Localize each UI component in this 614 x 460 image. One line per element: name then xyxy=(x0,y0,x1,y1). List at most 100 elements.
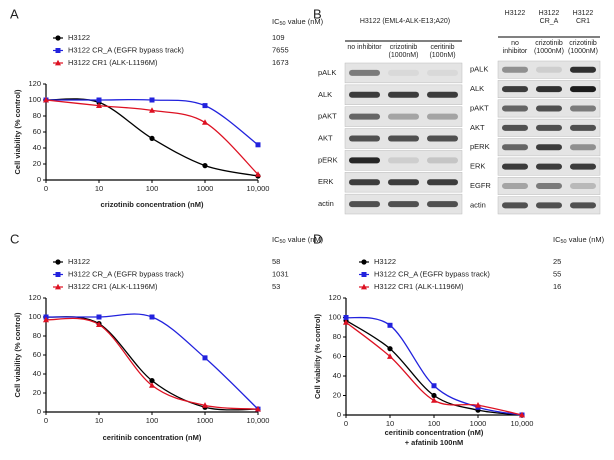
ic50-header-suffix: value (nM) xyxy=(567,235,605,244)
band xyxy=(388,157,419,164)
legend-label: H3122 CR1 (ALK-L1196M) xyxy=(374,282,464,291)
blot-title: H3122 (EML4-ALK-E13;A20) xyxy=(359,18,451,25)
row-label: AKT xyxy=(318,133,333,142)
ic50-header-sub: 50 xyxy=(280,239,286,245)
marker xyxy=(519,411,525,418)
marker xyxy=(361,272,367,277)
row-label: ALK xyxy=(318,90,332,99)
fit-curve xyxy=(46,313,259,410)
legend-label: H3122 CR_A (EGFR bypass track) xyxy=(68,45,184,54)
band xyxy=(388,91,419,98)
x-axis-label: crizotinib concentration (nM) xyxy=(101,200,204,209)
band xyxy=(427,201,458,208)
x-tick-label: 100 xyxy=(146,416,159,425)
marker xyxy=(202,355,208,361)
blot-strip xyxy=(344,62,463,84)
band xyxy=(536,124,562,131)
ic50-value: 1031 xyxy=(272,269,289,278)
marker xyxy=(55,259,61,265)
legend-label: H3122 CR_A (EGFR bypass track) xyxy=(374,269,490,278)
panel-label: C xyxy=(10,231,19,246)
lane-label: crizotinib (1000nM) xyxy=(388,44,419,59)
cell-line-label: H3122 CR1 xyxy=(572,10,594,25)
band xyxy=(427,91,458,98)
row-label: AKT xyxy=(470,123,485,132)
ic50-value: 53 xyxy=(272,282,280,291)
x-tick-label: 10 xyxy=(95,416,103,425)
y-tick-label: 100 xyxy=(28,312,41,321)
band xyxy=(502,86,528,93)
marker xyxy=(387,353,393,359)
row-label: pALK xyxy=(318,68,336,77)
x-tick-label: 0 xyxy=(44,416,48,425)
marker xyxy=(255,405,261,412)
y-tick-label: 120 xyxy=(28,293,41,302)
band xyxy=(349,179,380,186)
cell-line-label: H3122 CR_A xyxy=(538,10,560,25)
band xyxy=(536,144,562,151)
band xyxy=(536,202,562,209)
marker xyxy=(96,314,102,320)
marker xyxy=(202,163,208,169)
y-tick-label: 120 xyxy=(328,293,341,302)
marker xyxy=(431,392,437,399)
lane-label: no inhibitor xyxy=(502,40,528,55)
marker xyxy=(361,259,367,265)
row-label: ERK xyxy=(470,162,485,171)
band xyxy=(427,69,458,76)
band xyxy=(388,113,419,120)
band xyxy=(570,182,596,189)
y-tick-label: 80 xyxy=(333,332,341,341)
marker xyxy=(55,283,61,290)
ic50-value: 55 xyxy=(553,269,561,278)
band xyxy=(388,179,419,186)
x-axis-label: + afatinib 100nM xyxy=(405,438,464,447)
band xyxy=(570,163,596,170)
blot-strip xyxy=(344,106,463,127)
marker xyxy=(149,97,155,103)
lane-label: ceritinib (100nM) xyxy=(429,44,456,59)
ic50-header-sub: 50 xyxy=(561,239,567,245)
ic50-value: 7655 xyxy=(272,45,289,54)
y-axis-label: Cell viability (% control) xyxy=(13,312,22,398)
band xyxy=(570,86,596,93)
band xyxy=(349,201,380,208)
ic50-value: 1673 xyxy=(272,58,289,67)
ic50-header-prefix: IC xyxy=(272,235,280,244)
marker xyxy=(202,103,208,109)
marker xyxy=(149,107,155,113)
panel-label: A xyxy=(10,6,19,21)
y-axis-label: Cell viability (% control) xyxy=(13,89,22,175)
marker xyxy=(43,316,49,323)
marker xyxy=(149,378,155,384)
lane-label: crizotinib (1000nM) xyxy=(568,40,598,55)
y-tick-label: 20 xyxy=(33,388,41,397)
marker xyxy=(149,135,155,141)
ic50-value: 58 xyxy=(272,257,280,266)
ic50-header-suffix: value (nM) xyxy=(286,235,324,244)
row-label: ALK xyxy=(470,84,484,93)
band xyxy=(427,113,458,120)
marker xyxy=(96,321,102,327)
row-label: actin xyxy=(318,199,334,208)
ic50-header: IC50 value (nM) xyxy=(272,235,324,245)
legend-label: H3122 CR_A (EGFR bypass track) xyxy=(68,269,184,278)
ic50-header-prefix: IC xyxy=(553,235,561,244)
band xyxy=(502,124,528,131)
marker xyxy=(255,171,261,177)
marker xyxy=(361,283,367,290)
y-tick-label: 60 xyxy=(333,351,341,360)
band xyxy=(502,105,528,112)
band xyxy=(536,182,562,189)
marker xyxy=(55,35,61,41)
band xyxy=(502,66,528,73)
marker xyxy=(149,314,155,320)
row-label: EGFR xyxy=(470,181,491,190)
band xyxy=(502,144,528,151)
x-tick-label: 10 xyxy=(95,184,103,193)
row-label: pAKT xyxy=(470,103,489,112)
ic50-value: 16 xyxy=(553,282,561,291)
ic50-header-sub: 50 xyxy=(280,21,286,27)
panel-label: D xyxy=(313,231,322,246)
